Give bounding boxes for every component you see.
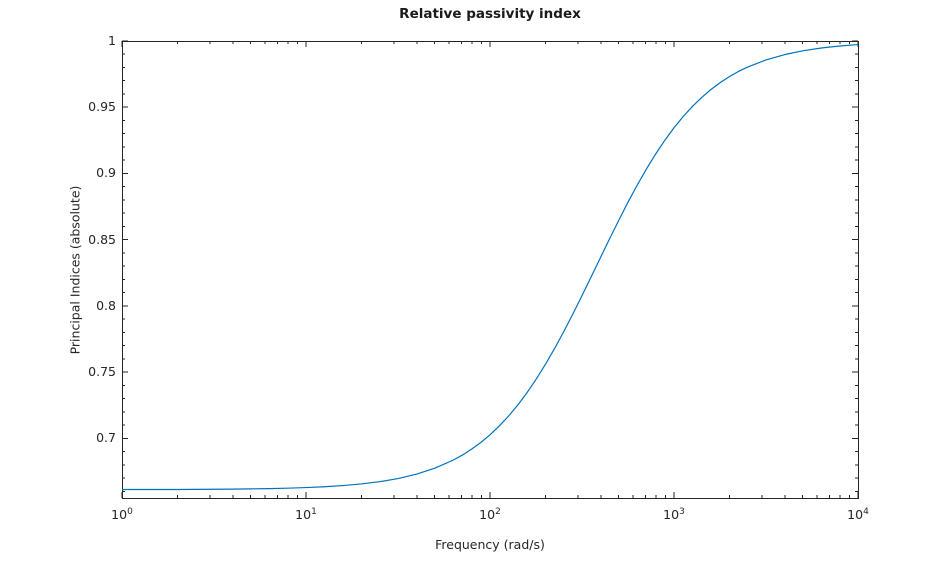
y-tick-label: 0.7 <box>96 430 116 446</box>
y-tick-label: 0.85 <box>88 231 116 247</box>
y-tick-label: 0.8 <box>96 297 116 313</box>
plot-title: Relative passivity index <box>399 6 581 22</box>
y-tick-label: 0.95 <box>88 99 116 115</box>
x-tick-label: 101 <box>295 507 317 523</box>
y-tick-label: 0.75 <box>88 364 116 380</box>
series-line-principal-index <box>122 43 859 491</box>
x-tick-label: 103 <box>663 507 685 523</box>
y-tick-label: 1 <box>108 33 116 48</box>
x-axis-label: Frequency (rad/s) <box>435 537 545 552</box>
x-tick-label: 104 <box>847 507 869 523</box>
x-tick-label: 102 <box>479 507 501 523</box>
axes-box <box>122 41 859 499</box>
y-tick-label: 0.9 <box>96 165 116 181</box>
x-tick-label: 100 <box>111 507 133 523</box>
